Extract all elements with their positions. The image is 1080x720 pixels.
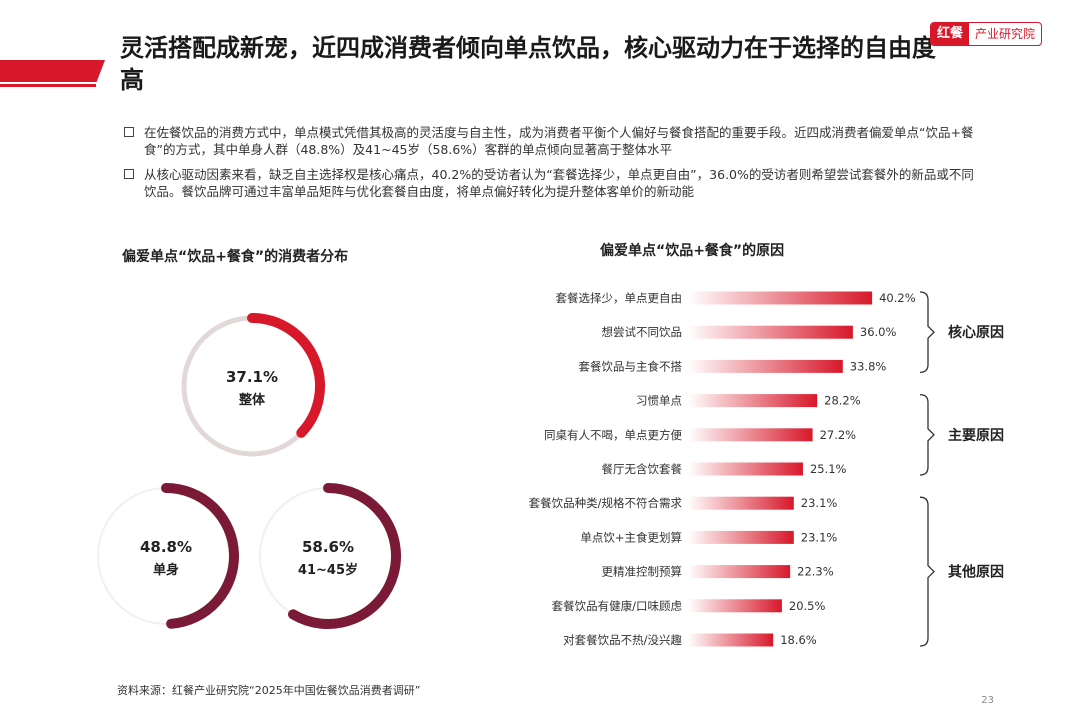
right-chart-title: 偏爱单点“饮品+餐食”的原因 (600, 243, 785, 259)
ring-value-label: 48.8% (140, 538, 192, 556)
bar (688, 633, 774, 647)
group-label: 主要原因 (948, 427, 1004, 444)
ring-category-label: 单身 (153, 562, 179, 578)
ring-value-label: 58.6% (302, 538, 354, 556)
bar-value-label: 23.1% (801, 530, 838, 544)
bar-category-label: 习惯单点 (636, 394, 682, 408)
brand-logo: 红餐 产业研究院 (930, 22, 1043, 46)
bar-category-label: 对套餐饮品不热/没兴趣 (563, 633, 682, 647)
bar-category-label: 套餐选择少，单点更自由 (556, 291, 683, 305)
header-accent-stripe (0, 60, 105, 82)
bar (688, 565, 791, 579)
bar-value-label: 22.3% (797, 565, 834, 579)
bar (688, 530, 794, 544)
ring-arc (247, 313, 325, 438)
bar (688, 359, 843, 373)
bullet-item: 从核心驱动因素来看，缺乏自主选择权是核心痛点，40.2%的受访者认为“套餐选择少… (124, 166, 984, 200)
bar (688, 462, 803, 476)
bar-category-label: 餐厅无含饮套餐 (602, 462, 683, 476)
ring-category-label: 整体 (238, 392, 266, 408)
bar-value-label: 28.2% (824, 394, 861, 408)
bar-category-label: 套餐饮品有健康/口味顾虑 (552, 599, 683, 613)
group-brace (919, 291, 935, 374)
left-chart-title: 偏爱单点“饮品+餐食”的消费者分布 (122, 249, 349, 265)
checkbox-square-icon (124, 127, 134, 137)
bar-category-label: 更精准控制预算 (602, 565, 683, 579)
bar-category-label: 套餐饮品与主食不搭 (579, 359, 683, 373)
source-note: 资料来源：红餐产业研究院“2025年中国佐餐饮品消费者调研” (117, 684, 421, 697)
bar-category-label: 想尝试不同饮品 (602, 325, 683, 339)
bar (688, 394, 818, 408)
ring-2: 48.8% 单身 (97, 483, 239, 629)
group-brace (919, 393, 935, 476)
bar-value-label: 36.0% (860, 325, 897, 339)
ring-1: 37.1% 整体 (181, 313, 325, 457)
bar-value-label: 33.8% (850, 359, 887, 373)
logo-mark: 红餐 (931, 23, 970, 45)
ring-value-label: 37.1% (226, 368, 278, 386)
group-brace (919, 496, 935, 647)
bar (688, 599, 782, 613)
page-title: 灵活搭配成新宠，近四成消费者倾向单点饮品，核心驱动力在于选择的自由度高 (120, 34, 936, 94)
bar-value-label: 20.5% (789, 599, 826, 613)
checkbox-square-icon (124, 169, 134, 179)
bar-value-label: 27.2% (820, 428, 857, 442)
bar (688, 291, 873, 305)
bullet-item: 在佐餐饮品的消费方式中，单点模式凭借其极高的灵活度与自主性，成为消费者平衡个人偏… (124, 124, 984, 158)
header-accent-line (0, 84, 96, 87)
bar (688, 325, 853, 339)
logo-text: 产业研究院 (975, 27, 1036, 41)
bar-value-label: 18.6% (780, 633, 817, 647)
ring-3: 58.6% 41~45岁 (259, 483, 401, 629)
bullet-text: 在佐餐饮品的消费方式中，单点模式凭借其极高的灵活度与自主性，成为消费者平衡个人偏… (144, 125, 974, 157)
group-label: 其他原因 (948, 564, 1004, 581)
reason-bar-chart: 套餐选择少，单点更自由 40.2% 想尝试不同饮品 36.0% 套餐饮品与主食不搭 33.… (529, 291, 1004, 647)
bullet-text: 从核心驱动因素来看，缺乏自主选择权是核心痛点，40.2%的受访者认为“套餐选择少… (144, 167, 974, 199)
ring-category-label: 41~45岁 (298, 562, 358, 578)
bar (688, 496, 794, 510)
bar-category-label: 同桌有人不喝，单点更方便 (544, 428, 682, 442)
ring-charts: 37.1% 整体 48.8% 单身 58.6% 41~45岁 (97, 313, 401, 629)
ring-arc (288, 483, 401, 629)
bar-value-label: 40.2% (879, 291, 916, 305)
ring-arc (161, 483, 239, 629)
page-number: 23 (981, 695, 994, 706)
bar (688, 428, 813, 442)
group-label: 核心原因 (948, 324, 1004, 341)
bar-value-label: 23.1% (801, 496, 838, 510)
summary-bullets: 在佐餐饮品的消费方式中，单点模式凭借其极高的灵活度与自主性，成为消费者平衡个人偏… (124, 124, 984, 208)
bar-category-label: 单点饮+主食更划算 (580, 530, 682, 544)
bar-category-label: 套餐饮品种类/规格不符合需求 (529, 496, 683, 510)
bar-value-label: 25.1% (810, 462, 847, 476)
